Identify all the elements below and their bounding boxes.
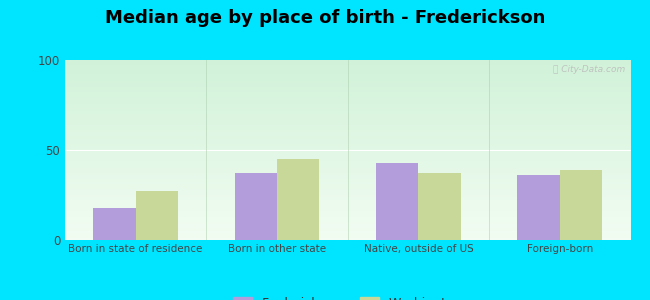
Bar bbox=[94, 208, 136, 240]
Bar bbox=[560, 170, 602, 240]
Legend: Frederickson, Washington: Frederickson, Washington bbox=[233, 297, 462, 300]
Bar bbox=[235, 173, 277, 240]
Bar bbox=[277, 159, 319, 240]
Bar bbox=[517, 175, 560, 240]
Bar bbox=[136, 191, 178, 240]
Text: Median age by place of birth - Frederickson: Median age by place of birth - Frederick… bbox=[105, 9, 545, 27]
Text: Ⓢ City-Data.com: Ⓢ City-Data.com bbox=[552, 65, 625, 74]
Bar bbox=[419, 173, 461, 240]
Bar bbox=[376, 163, 419, 240]
